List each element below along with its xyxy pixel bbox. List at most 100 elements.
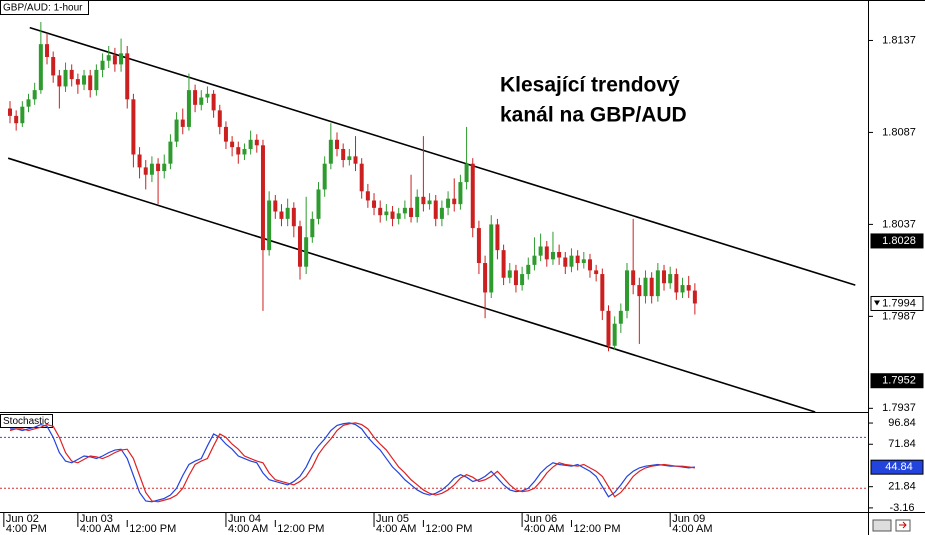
x-tick-label: 4:00 AM [672,523,712,535]
candle-body [248,139,253,149]
candle-body [538,246,543,256]
candle-body [254,139,259,146]
candle-body [69,69,74,80]
candle-body [236,147,241,155]
trendline [7,157,816,413]
x-tick-label: Jun 03 [80,513,113,525]
candle-body [384,211,389,216]
annotation: Klesající trendový [500,74,680,97]
candle-body [532,255,537,265]
candle-body [378,207,383,216]
trendline [29,26,856,286]
last-price-box [870,295,924,311]
candle-body [520,274,525,286]
candle-body [415,196,420,218]
candle-body [612,323,617,346]
candle-body [100,60,105,70]
candle-body [26,99,31,107]
candle-body [550,251,555,260]
stochastic-marker-box [870,459,924,475]
candle-body [119,53,124,65]
candle-body [63,69,68,87]
annotation: kanál na GBP/AUD [500,104,687,127]
candle-body [112,55,117,65]
stochastic-marker: 44.84 [885,461,913,473]
candle-body [372,200,377,208]
candle-body [594,270,599,275]
x-tick-label: 12:00 PM [425,523,472,535]
candle-body [662,270,667,284]
candle-body [575,255,580,264]
candle-body [51,57,56,76]
candle-body [273,200,278,212]
x-tick-label: 12:00 PM [129,523,176,535]
candle-body [14,115,19,124]
candle-body [20,106,25,124]
title-box [0,414,53,428]
candle-body [606,310,611,346]
candle-body [162,163,167,172]
candle-body [470,163,475,229]
icon[interactable] [872,519,892,532]
candle-body [569,255,574,267]
x-tick-label: Jun 09 [672,513,705,525]
candle-body [396,213,401,219]
candle-body [75,79,80,85]
y-tick-label: 1.8137 [882,34,916,46]
candle-body [193,90,198,105]
price-marker-box [870,373,924,389]
price-marker: 1.8028 [882,235,916,247]
candle-body [267,200,272,251]
y-tick-label: 1.7937 [882,402,916,414]
price-marker: 1.7952 [882,375,916,387]
candle-body [427,200,432,205]
candle-body [335,139,340,149]
candle-body [501,250,506,278]
x-tick-label: Jun 04 [228,513,261,525]
candle-body [507,270,512,278]
candle-body [341,148,346,161]
stochastic-line [9,422,695,503]
candle-body [137,154,142,168]
candle-body [131,99,136,155]
candle-body [452,198,457,205]
candle-body [433,200,438,219]
x-tick-label: 12:00 PM [573,523,620,535]
candle-body [32,90,37,100]
toolbar-icons[interactable] [872,519,911,532]
candle-body [464,163,469,183]
candle-body [285,207,290,219]
chart-title: GBP/AUD: 1-hour [3,3,83,14]
y-tick-label: 1.8037 [882,218,916,230]
candle-body [649,277,654,297]
candle-body [205,93,210,98]
candle-body [489,224,494,293]
x-tick-label: Jun 06 [524,513,557,525]
candle-body [230,141,235,148]
last-price: 1.7994 [882,297,916,309]
candle-body [149,163,154,175]
candle-body [174,119,179,142]
candle-body [217,110,222,127]
x-tick-label: Jun 02 [6,513,39,525]
candle-body [513,270,518,286]
candle-body [310,218,315,238]
candle-body [106,55,111,61]
candle-body [643,277,648,297]
candle-body [600,274,605,311]
candle-body [8,108,12,116]
title-box [0,0,89,15]
x-tick-label: 4:00 AM [376,523,416,535]
candle-body [223,126,228,142]
candle-body [316,189,321,219]
y-tick-label: -3.16 [889,502,914,514]
candle-body [304,237,309,267]
candle-body [82,75,87,85]
x-tick-label: 4:00 AM [524,523,564,535]
candle-body [587,259,592,271]
candle-body [557,251,562,258]
candle-body [260,145,265,251]
last-price-arrow [874,300,880,306]
candle-body [563,257,568,267]
candle-body [328,139,333,164]
